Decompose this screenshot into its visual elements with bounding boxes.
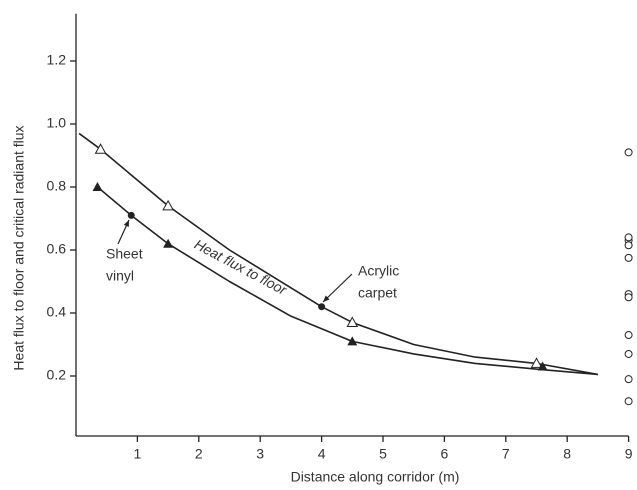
open-circle <box>624 331 633 340</box>
x-tick-label: 8 <box>563 446 571 462</box>
open-circle <box>624 349 633 358</box>
x-tick-label: 9 <box>625 446 633 462</box>
y-tick-label: 1.0 <box>47 115 67 131</box>
open-circle <box>624 241 633 250</box>
annotation-text: carpet <box>358 285 397 301</box>
x-tick-label: 5 <box>379 446 387 462</box>
open-circle <box>624 148 633 157</box>
filled-triangle <box>347 336 358 346</box>
open-triangle <box>94 143 107 154</box>
y-tick-label: 0.4 <box>47 304 67 320</box>
open-circle <box>624 293 633 302</box>
open-circle <box>624 253 633 262</box>
annotation: Sheet vinyl <box>106 246 143 284</box>
y-tick-label: 0.2 <box>47 367 67 383</box>
x-tick-label: 4 <box>318 446 326 462</box>
open-triangle <box>346 316 359 327</box>
open-circle <box>624 233 633 242</box>
open-circle <box>624 375 633 384</box>
arrow-head <box>323 295 330 302</box>
curve <box>96 186 598 376</box>
arrow-head <box>123 220 129 227</box>
y-tick-label: 1.2 <box>47 52 67 68</box>
y-tick-label: 0.6 <box>47 241 67 257</box>
open-triangle <box>530 357 543 368</box>
open-circle <box>624 397 633 406</box>
x-tick-label: 7 <box>502 446 510 462</box>
annotation-text: Sheet <box>106 246 143 262</box>
x-tick-label: 2 <box>195 446 203 462</box>
y-axis-label: Heat flux to floor and critical radiant … <box>11 125 27 370</box>
x-tick-label: 3 <box>256 446 264 462</box>
y-tick-label: 0.8 <box>47 178 67 194</box>
annotation-text: vinyl <box>106 268 134 284</box>
annotation-text: Acrylic <box>358 263 399 279</box>
annotation: Acrylic carpet <box>358 263 399 301</box>
x-tick-label: 1 <box>134 446 142 462</box>
x-axis-label: Distance along corridor (m) <box>291 469 460 485</box>
x-tick-label: 6 <box>441 446 449 462</box>
curve <box>78 132 599 376</box>
filled-circle <box>318 303 326 311</box>
filled-triangle <box>92 182 103 191</box>
filled-triangle <box>163 238 174 248</box>
filled-triangle <box>537 361 548 371</box>
annotation-arrow <box>322 273 353 303</box>
open-triangle <box>162 199 174 211</box>
filled-circle <box>127 211 135 219</box>
